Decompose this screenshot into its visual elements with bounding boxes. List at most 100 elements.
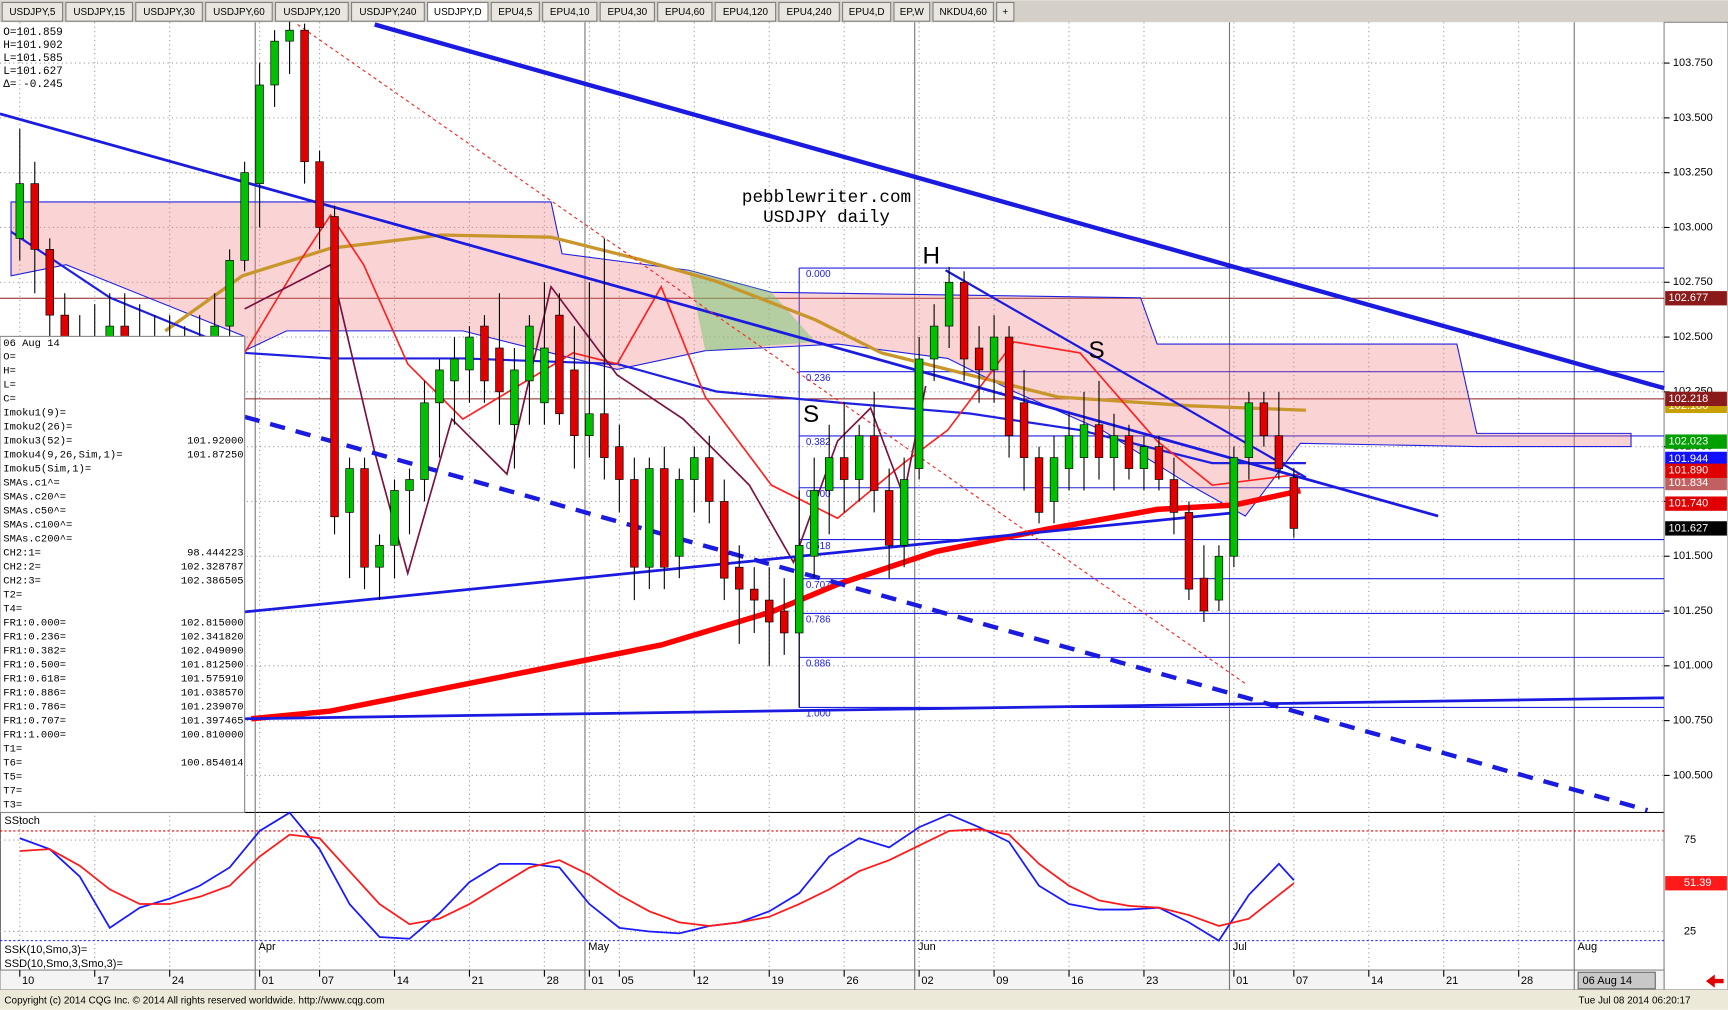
ohlc-line: O=101.859 [3,27,63,39]
candle-body [690,457,699,480]
tab-label[interactable]: EPU4,D [849,7,885,18]
panel-label: FR1:0.786= [3,702,66,714]
panel-title: SStoch [4,815,40,827]
tab-label[interactable]: USDJPY,5 [9,7,56,18]
fib-label: 0.786 [806,615,831,626]
scroll-arrow[interactable] [1705,974,1724,988]
pattern-label: S [1088,337,1104,364]
candle-body [1154,446,1164,480]
panel-value: 102.328787 [181,562,244,574]
price-flag-label: 101.890 [1668,465,1708,477]
x-tick-label: 02 [921,975,933,987]
candle-body [1259,402,1269,437]
tab-label[interactable]: EPU4,5 [498,7,533,18]
candle-body [1019,402,1029,458]
candle-body [1184,512,1194,590]
candle-body [884,490,894,546]
stoch-panel [0,811,1665,971]
tab[interactable] [427,1,489,22]
fib-label: 0.236 [806,373,831,384]
candle-body [510,369,519,426]
panel-label: H= [3,366,16,378]
candle-body [1274,435,1284,469]
candle-body [765,599,774,623]
candle-body [869,435,879,491]
ichimoku-cloud-green [688,270,816,351]
price-flag-label: 101.944 [1668,453,1708,465]
tab-label[interactable]: USDJPY,15 [73,7,125,18]
candle-body [1244,402,1254,458]
tab[interactable] [135,1,203,22]
candle-body [540,347,549,404]
tab-label[interactable]: EP,W [900,7,925,18]
value-flag [1665,876,1727,891]
tab[interactable] [893,1,931,22]
x-tick-label: 17 [97,975,109,987]
tab[interactable] [778,1,840,22]
x-tick-label: 10 [22,975,34,987]
tab[interactable] [657,1,713,22]
trendline [244,696,1665,721]
candle-body [645,468,654,568]
timestamp: Tue Jul 08 2014 06:20:17 [1579,996,1691,1007]
candle-body [450,358,459,382]
price-flag-label: 102.218 [1668,393,1708,405]
tab-label[interactable]: USDJPY,D [434,7,482,18]
candle-body [570,369,579,437]
tab-label[interactable]: EPU4,60 [665,7,705,18]
tab-label[interactable]: USDJPY,120 [283,7,341,18]
panel-label: T7= [3,786,22,798]
status-bar [0,989,1728,1010]
candle-body [1109,435,1119,458]
tab[interactable] [842,1,892,22]
tab-label[interactable]: EPU4,240 [787,7,833,18]
tab-label[interactable]: EPU4,30 [607,7,647,18]
tab[interactable] [996,1,1015,22]
tab[interactable] [714,1,777,22]
candle-body [750,588,759,601]
candle-body [1034,457,1044,513]
tab[interactable] [490,1,540,22]
pattern-label: S [803,401,819,428]
tab[interactable] [350,1,425,22]
tab[interactable] [205,1,273,22]
panel-label: SMAs.c20^= [3,492,66,504]
panel-label: O= [3,352,16,364]
tab-label[interactable]: + [1002,7,1008,18]
tab[interactable] [1,1,64,22]
candle-body [480,325,489,382]
month-label: Jul [1233,941,1247,953]
tab-label[interactable]: USDJPY,60 [213,7,265,18]
tab-label[interactable]: NKDU4,60 [940,7,988,18]
legend-entry: SSD(10,Smo,3,Smo,3)= [4,958,122,970]
candle-body [675,479,684,557]
candle-body [495,347,504,393]
price-flag [1665,434,1727,449]
panel-label: CH2:1= [3,548,41,560]
price-flag [1665,496,1727,511]
candle-body [854,435,864,480]
ohlc-line: L=101.585 [3,53,63,65]
panel-value: 100.810000 [181,730,244,742]
value-label: 51.39 [1684,877,1712,889]
panel-label: T6= [3,758,22,770]
tab[interactable] [932,1,994,22]
tab-label[interactable]: EPU4,10 [550,7,590,18]
y-tick-label: 103.500 [1673,112,1713,124]
price-flag [1665,391,1727,407]
tab-label[interactable]: USDJPY,240 [359,7,417,18]
tab[interactable] [65,1,134,22]
x-tick-label: 01 [592,975,604,987]
panel-label: FR1:0.500= [3,660,66,672]
tab[interactable] [274,1,349,22]
tab-label[interactable]: USDJPY,30 [143,7,195,18]
tab-label[interactable]: EPU4,120 [723,7,769,18]
tab[interactable] [542,1,598,22]
tab[interactable] [599,1,655,22]
fib-label: 0.707 [806,580,831,591]
month-label: Aug [1578,941,1598,953]
panel-label: FR1:0.382= [3,646,66,658]
x-tick-label: 05 [622,975,634,987]
trendline [374,22,1665,391]
